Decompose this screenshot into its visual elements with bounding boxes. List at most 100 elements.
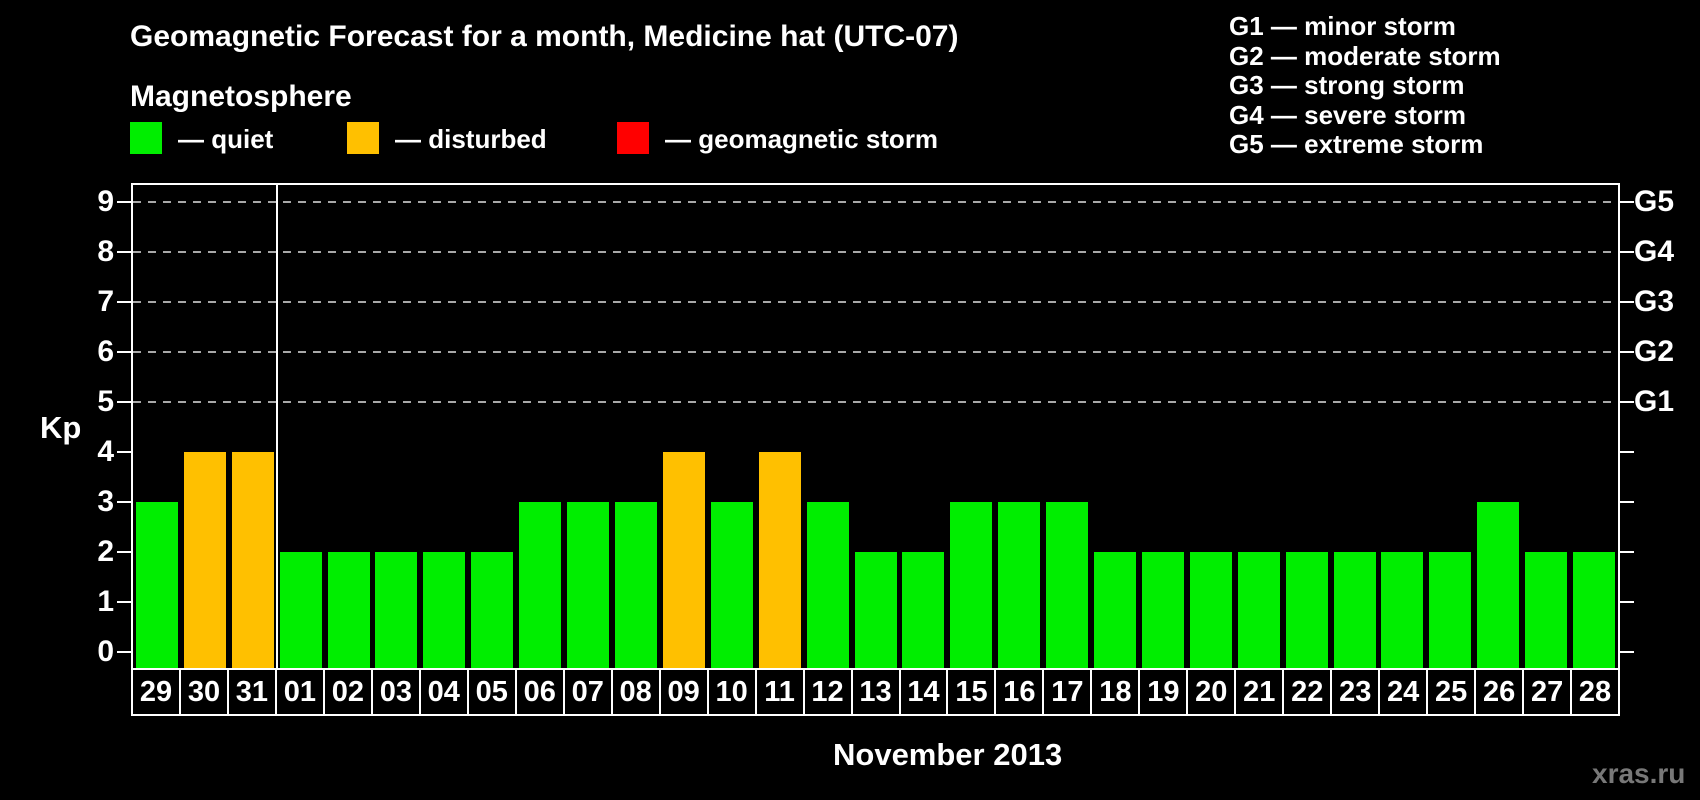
- bar-day-13: [854, 552, 897, 668]
- day-label-15: 15: [946, 668, 997, 716]
- bar-day-21: [1237, 552, 1280, 668]
- bar-day-24: [1381, 552, 1424, 668]
- y-tick-left-0: [117, 651, 131, 653]
- day-label-25: 25: [1426, 668, 1477, 716]
- y-axis-label-5: 5: [97, 385, 114, 418]
- day-label-16: 16: [994, 668, 1045, 716]
- bar-day-23: [1333, 552, 1376, 668]
- y-tick-left-9: [117, 201, 131, 203]
- plot-area: [117, 183, 1634, 668]
- y-axis-label-3: 3: [97, 485, 114, 518]
- bar-day-12: [806, 502, 849, 668]
- bar-day-28: [1573, 552, 1616, 668]
- g-legend-line-3: G3 — strong storm: [1229, 70, 1465, 100]
- bar-day-10: [710, 502, 753, 668]
- watermark: xras.ru: [1592, 758, 1686, 789]
- y-axis-label-7: 7: [97, 285, 114, 318]
- legend-label-storm: — geomagnetic storm: [665, 124, 939, 154]
- x-axis-day-row: 29 30 31 01 02 03 04 05 06 07 08 09 10 11 12 13 14 15 16 17…: [131, 668, 1621, 716]
- legend-label-disturbed: — disturbed: [395, 124, 547, 154]
- day-label-11: 11: [754, 668, 805, 716]
- day-label-12: 12: [802, 668, 853, 716]
- day-label-29: 29: [131, 668, 181, 716]
- bar-day-11: [758, 452, 801, 668]
- y-tick-right-2: [1620, 551, 1634, 553]
- g-axis-label-g3: G3: [1634, 285, 1675, 318]
- bar-day-27: [1525, 552, 1568, 668]
- gridline-kp7: [133, 301, 1618, 303]
- bar-day-05: [471, 552, 514, 668]
- y-tick-right-0: [1620, 651, 1634, 653]
- y-axis-label-9: 9: [97, 185, 114, 218]
- y-axis-label-1: 1: [97, 585, 114, 618]
- day-label-28: 28: [1570, 668, 1621, 716]
- legend-label-quiet: — quiet: [178, 124, 274, 154]
- bar-day-17: [1046, 502, 1089, 668]
- bar-day-15: [950, 502, 993, 668]
- y-tick-left-6: [117, 351, 131, 353]
- y-tick-left-1: [117, 601, 131, 603]
- day-label-21: 21: [1234, 668, 1285, 716]
- day-label-31: 31: [226, 668, 277, 716]
- y-tick-left-2: [117, 551, 131, 553]
- bar-day-02: [327, 552, 370, 668]
- day-label-23: 23: [1330, 668, 1381, 716]
- gridline-kp9: [133, 201, 1618, 203]
- y-tick-left-7: [117, 301, 131, 303]
- g-legend-line-5: G5 — extreme storm: [1229, 129, 1484, 159]
- legend-swatch-storm: [617, 122, 649, 154]
- y-axis-label-6: 6: [97, 335, 114, 368]
- g-axis-label-g1: G1: [1634, 385, 1675, 418]
- day-label-05: 05: [466, 668, 517, 716]
- bar-day-06: [519, 502, 562, 668]
- day-label-07: 07: [562, 668, 613, 716]
- y-tick-right-4: [1620, 451, 1634, 453]
- bar-day-16: [998, 502, 1041, 668]
- g-axis-label-g5: G5: [1634, 185, 1675, 218]
- bar-day-18: [1094, 552, 1137, 668]
- y-tick-left-8: [117, 251, 131, 253]
- day-label-03: 03: [370, 668, 421, 716]
- day-label-08: 08: [610, 668, 661, 716]
- y-tick-right-5: [1620, 401, 1634, 403]
- day-label-02: 02: [322, 668, 373, 716]
- y-tick-left-5: [117, 401, 131, 403]
- day-label-10: 10: [706, 668, 757, 716]
- g-axis-label-g2: G2: [1634, 335, 1675, 368]
- y-axis-label-4: 4: [97, 435, 114, 468]
- gridline-kp5: [133, 401, 1618, 403]
- day-label-18: 18: [1090, 668, 1141, 716]
- bar-day-30: [183, 452, 226, 668]
- y-tick-right-8: [1620, 251, 1634, 253]
- gridline-kp6: [133, 351, 1618, 353]
- g-scale-legend: G1 — minor storm G2 — moderate storm G3 — …: [1229, 11, 1501, 160]
- g-legend-line-4: G4 — severe storm: [1229, 99, 1467, 130]
- day-label-17: 17: [1042, 668, 1093, 716]
- y-axis-label-8: 8: [97, 235, 114, 268]
- g-axis-label-g4: G4: [1634, 235, 1675, 268]
- day-label-09: 09: [658, 668, 709, 716]
- y-tick-right-9: [1620, 201, 1634, 203]
- bar-day-22: [1285, 552, 1328, 668]
- y-tick-right-3: [1620, 501, 1634, 503]
- bar-day-07: [567, 502, 610, 668]
- bar-day-26: [1477, 502, 1520, 668]
- gridline-kp8: [133, 251, 1618, 253]
- bar-day-08: [614, 502, 657, 668]
- day-label-24: 24: [1378, 668, 1429, 716]
- day-label-13: 13: [850, 668, 901, 716]
- bar-day-20: [1189, 552, 1232, 668]
- page-title: Geomagnetic Forecast for a month, Medici…: [130, 20, 959, 53]
- day-label-19: 19: [1138, 668, 1189, 716]
- g-legend-line-1: G1 — minor storm: [1229, 11, 1456, 41]
- bar-day-29: [135, 502, 178, 668]
- day-label-06: 06: [514, 668, 565, 716]
- y-axis-label-0: 0: [97, 635, 114, 668]
- y-axis-title: Kp: [40, 410, 82, 445]
- bar-day-03: [375, 552, 418, 668]
- legend-swatch-disturbed: [347, 122, 379, 154]
- y-tick-left-4: [117, 451, 131, 453]
- day-label-27: 27: [1522, 668, 1573, 716]
- bar-day-09: [662, 452, 705, 668]
